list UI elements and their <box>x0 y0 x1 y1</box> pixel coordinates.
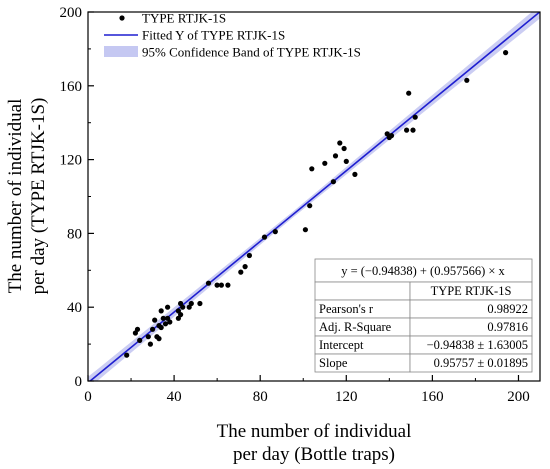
stats-row-value-intercept: −0.94838 ± 1.63005 <box>427 338 528 352</box>
stats-column-header: TYPE RTJK-1S <box>431 284 512 298</box>
x-axis-title-line-1: The number of individual <box>217 421 412 442</box>
data-point-45 <box>352 171 358 177</box>
data-point-49 <box>404 127 410 133</box>
data-point-52 <box>412 114 418 120</box>
stats-row-value-r-square: 0.97816 <box>487 320 528 334</box>
legend: TYPE RTJK-1S Fitted Y of TYPE RTJK-1S 95… <box>104 11 361 60</box>
data-point-30 <box>225 282 231 288</box>
data-point-54 <box>503 50 509 56</box>
data-point-29 <box>218 282 224 288</box>
stats-table: y = (−0.94838) + (0.957566) × x TYPE RTJ… <box>314 258 533 373</box>
y-tick-label: 160 <box>60 79 83 95</box>
data-point-42 <box>337 140 343 146</box>
data-point-4 <box>137 337 143 343</box>
x-tick-label: 80 <box>253 389 268 405</box>
data-point-43 <box>341 145 347 152</box>
data-point-13 <box>158 308 164 314</box>
stats-row-value-slope: 0.95757 ± 0.01895 <box>434 356 528 370</box>
data-point-40 <box>330 179 336 185</box>
fitted-line <box>88 12 540 381</box>
stats-header-label-cell <box>314 281 411 301</box>
legend-entry-fit: Fitted Y of TYPE RTJK-1S <box>142 28 285 43</box>
data-point-38 <box>309 166 315 172</box>
data-point-51 <box>410 127 416 133</box>
data-point-21 <box>178 312 184 318</box>
data-point-32 <box>242 264 248 270</box>
data-point-25 <box>188 300 194 307</box>
stats-row-label-pearson: Pearson's r <box>319 302 374 316</box>
data-point-37 <box>307 203 313 209</box>
stats-equation: y = (−0.94838) + (0.957566) × x <box>341 264 505 278</box>
data-point-7 <box>150 326 156 332</box>
x-tick-label: 0 <box>84 389 92 405</box>
data-point-8 <box>152 317 158 323</box>
data-point-41 <box>332 153 339 159</box>
data-point-5 <box>145 334 151 340</box>
y-axis-title-line-1: The number of individual <box>5 99 26 294</box>
stats-row-value-pearson: 0.98922 <box>487 302 528 316</box>
data-point-3 <box>134 326 141 332</box>
data-point-36 <box>302 227 308 233</box>
y-tick-label: 0 <box>75 374 83 390</box>
stats-row-label-intercept: Intercept <box>319 338 364 352</box>
legend-band-symbol <box>104 46 138 57</box>
data-point-14 <box>160 315 166 321</box>
y-tick-label: 80 <box>67 226 82 242</box>
data-point-53 <box>464 77 470 83</box>
data-point-1 <box>124 352 130 358</box>
data-point-39 <box>322 160 328 166</box>
data-point-17 <box>165 304 171 310</box>
x-tick-label: 160 <box>421 389 444 405</box>
x-axis-title-line-2: per day (Bottle traps) <box>233 444 395 465</box>
stats-row-label-r-square: Adj. R-Square <box>319 320 392 334</box>
data-point-33 <box>246 252 252 259</box>
legend-entry-band: 95% Confidence Band of TYPE RTJK-1S <box>142 45 361 60</box>
x-axis-ticks: 0 40 80 120 160 200 <box>84 375 530 405</box>
data-point-12 <box>158 324 164 331</box>
data-point-34 <box>261 234 268 240</box>
y-tick-label: 200 <box>60 5 83 21</box>
y-tick-label: 120 <box>60 153 83 169</box>
data-point-27 <box>205 280 212 286</box>
data-point-18 <box>167 319 173 325</box>
data-point-6 <box>147 341 153 347</box>
x-tick-label: 120 <box>335 389 358 405</box>
data-point-44 <box>343 158 349 164</box>
data-point-35 <box>272 229 278 235</box>
data-point-48 <box>388 133 395 139</box>
y-tick-label: 40 <box>67 300 82 316</box>
x-tick-label: 200 <box>507 389 530 405</box>
x-tick-label: 40 <box>167 389 182 405</box>
y-axis-ticks: 0 40 80 120 160 200 <box>60 5 94 390</box>
data-point-28 <box>214 282 220 288</box>
data-point-31 <box>238 269 244 275</box>
data-point-23 <box>178 300 184 307</box>
data-point-26 <box>197 300 203 307</box>
legend-entry-points: TYPE RTJK-1S <box>142 11 226 26</box>
legend-point-symbol <box>119 15 125 21</box>
stats-row-label-slope: Slope <box>319 356 348 370</box>
y-axis-title-line-2: per day (TYPE RTJK-1S) <box>28 98 49 295</box>
data-point-50 <box>406 90 412 96</box>
data-points <box>124 50 509 358</box>
data-point-15 <box>162 321 169 327</box>
data-point-10 <box>156 336 162 342</box>
